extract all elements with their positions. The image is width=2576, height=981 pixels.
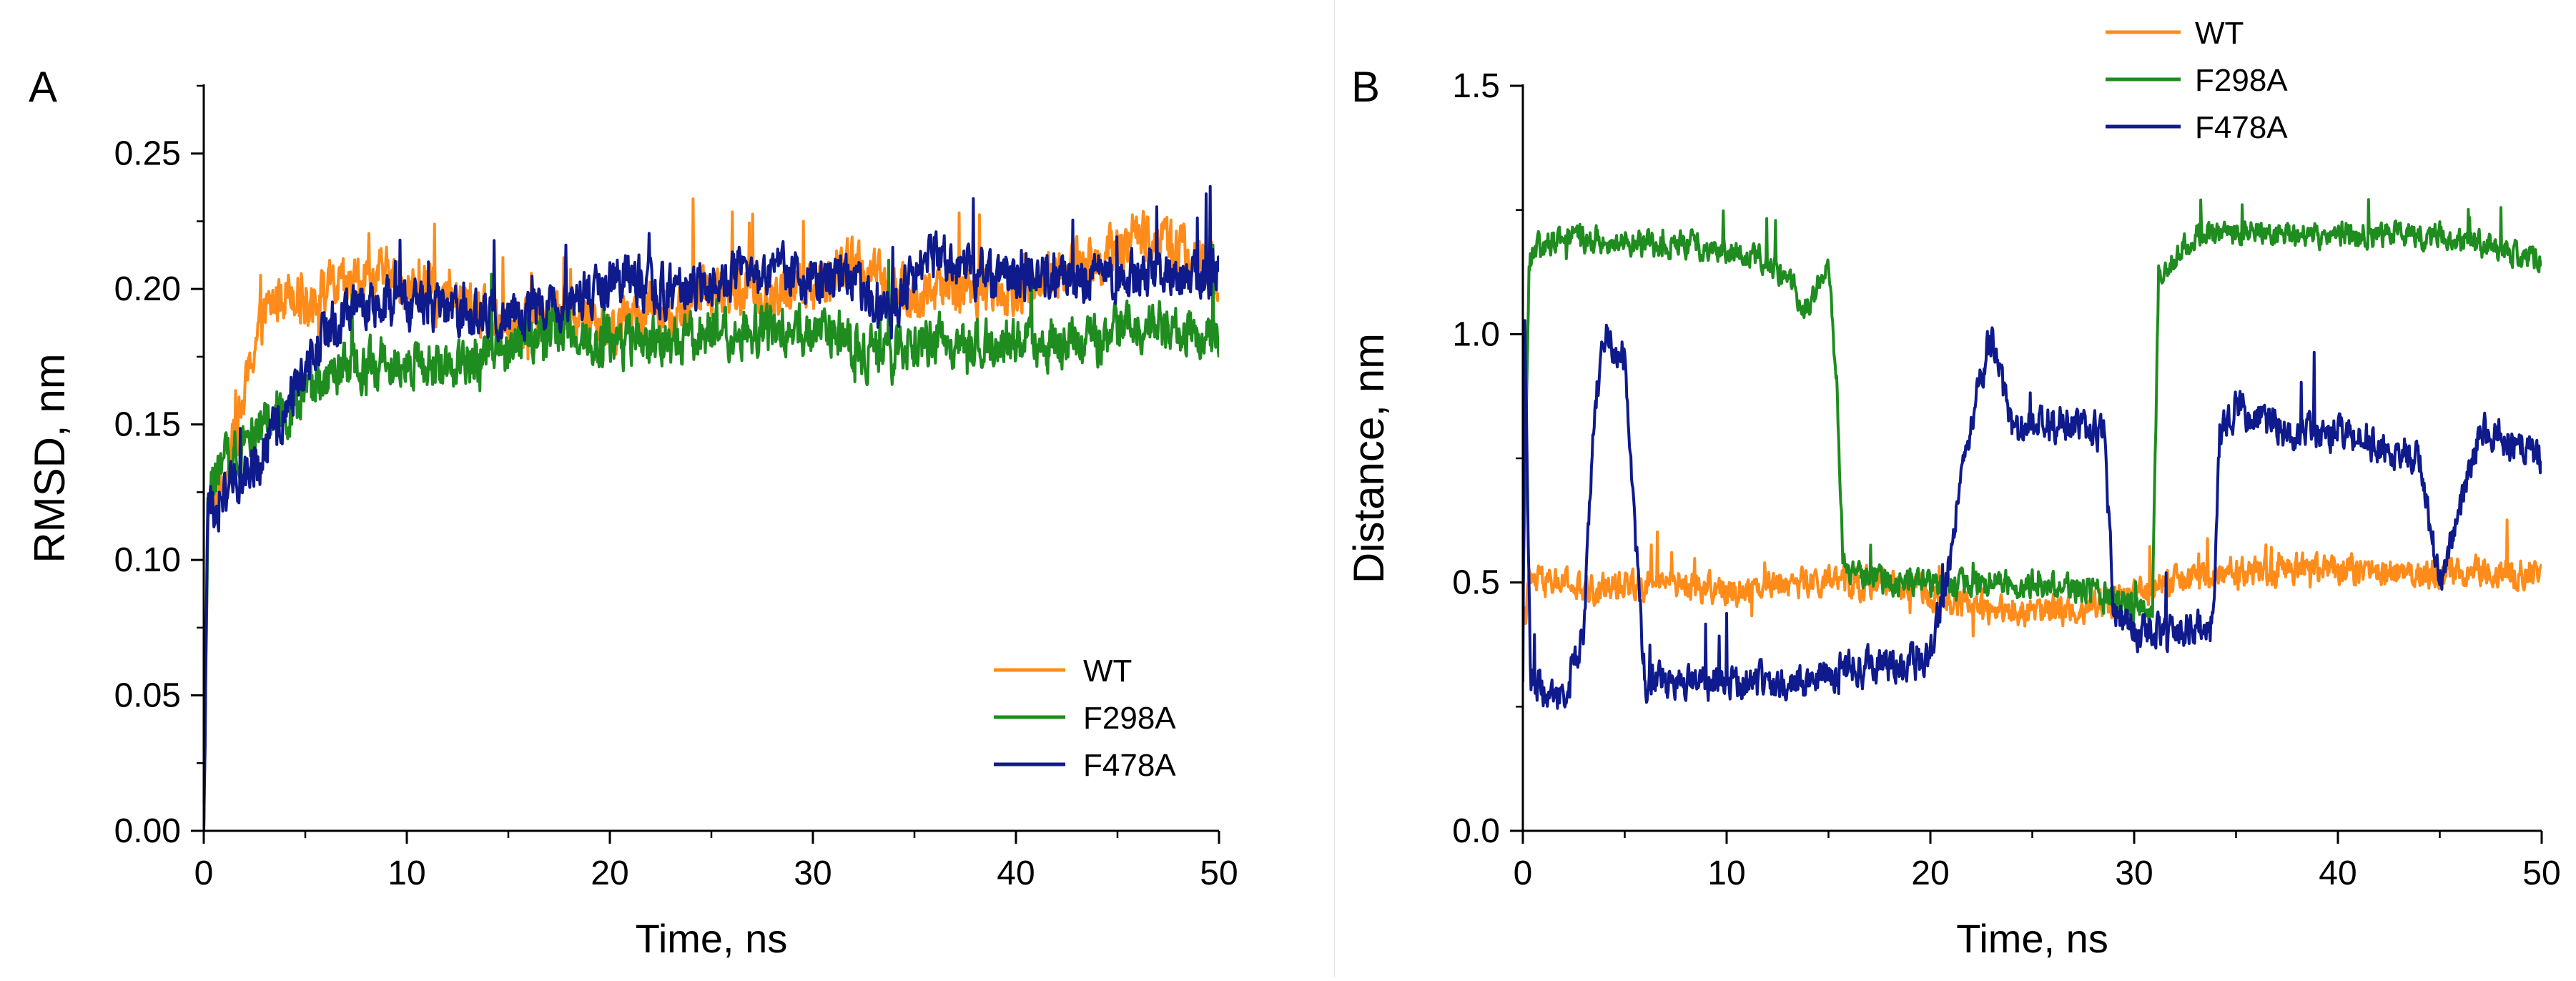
x-tick-label: 10: [1707, 854, 1745, 892]
x-tick-label: 0: [194, 854, 214, 892]
legend-label-f478a: F478A: [2195, 110, 2288, 145]
legend-label-wt: WT: [1083, 654, 1132, 689]
legend-label-f298a: F298A: [1083, 701, 1176, 736]
x-axis-label: Time, ns: [1956, 916, 2108, 961]
x-tick-label: 40: [997, 854, 1035, 892]
series-line-wt: [1523, 518, 2542, 638]
panel-a: A 0 10 20 30 40 50 0.00 0.05 0.10 0.15 0.20 0.25 Time…: [26, 63, 1238, 961]
x-tick-label: 50: [2522, 854, 2560, 892]
x-tick-label: 20: [591, 854, 628, 892]
x-tick-label: 20: [1911, 854, 1949, 892]
legend-label-wt: WT: [2195, 16, 2244, 51]
legend-label-f478a: F478A: [1083, 748, 1176, 783]
series-line-f298a: [204, 243, 1219, 831]
x-tick-label: 40: [2319, 854, 2357, 892]
x-tick-label: 50: [1200, 854, 1238, 892]
x-tick-label: 30: [2115, 854, 2153, 892]
panel-divider: [1334, 0, 1335, 977]
y-tick-label: 0.00: [114, 812, 181, 850]
y-tick-label: 0.15: [114, 406, 181, 444]
panel-label: B: [1351, 63, 1380, 111]
series-line-wt: [204, 197, 1219, 831]
y-tick-label: 1.5: [1452, 67, 1500, 105]
series-line-f298a: [1523, 198, 2542, 631]
series-line-f478a: [1523, 319, 2542, 710]
x-tick-label: 10: [388, 854, 425, 892]
y-tick-label: 0.25: [114, 135, 181, 173]
panel-label: A: [29, 63, 57, 111]
x-axis-label: Time, ns: [636, 916, 788, 961]
y-tick-label: 0.5: [1452, 564, 1500, 602]
y-tick-label: 0.0: [1452, 812, 1500, 850]
x-tick-label: 0: [1514, 854, 1533, 892]
series-group: [204, 184, 1219, 831]
y-tick-label: 0.05: [114, 677, 181, 715]
legend: WT F298A F478A: [2106, 16, 2288, 145]
legend-label-f298a: F298A: [2195, 63, 2288, 98]
panel-b: B 0 10 20 30 40 50 0.0 0.5 1.0 1.5 Time, ns Distance…: [1345, 16, 2561, 961]
y-tick-label: 1.0: [1452, 315, 1500, 353]
y-tick-label: 0.10: [114, 541, 181, 579]
y-tick-label: 0.20: [114, 270, 181, 308]
x-tick-label: 30: [794, 854, 831, 892]
series-line-f478a: [204, 184, 1219, 831]
y-axis-label: Distance, nm: [1345, 333, 1393, 583]
legend: WT F298A F478A: [994, 654, 1176, 783]
series-group: [1523, 198, 2542, 710]
y-axis-label: RMSD, nm: [26, 353, 74, 563]
